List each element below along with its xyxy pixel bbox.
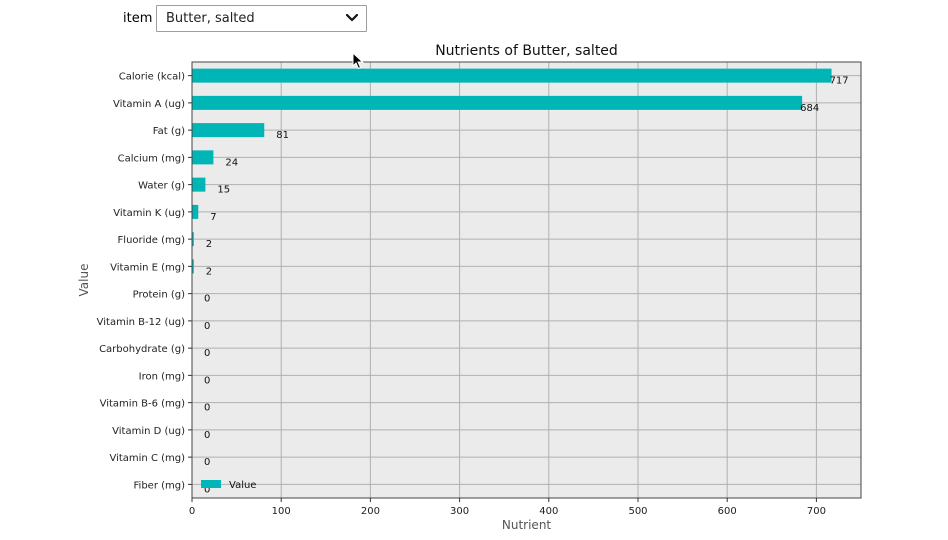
data-label: 0 <box>204 430 210 441</box>
legend-swatch <box>201 480 221 488</box>
y-axis-label: Value <box>77 264 91 297</box>
data-label: 0 <box>204 348 210 359</box>
data-label: 0 <box>204 457 210 468</box>
bar <box>192 177 206 192</box>
item-dropdown[interactable]: Butter, salted <box>156 5 367 32</box>
category-label: Fiber (mg) <box>134 480 186 491</box>
data-label: 0 <box>204 484 210 495</box>
data-label: 7 <box>210 212 216 223</box>
x-tick-label: 100 <box>272 506 291 517</box>
chart-title: Nutrients of Butter, salted <box>435 43 618 59</box>
category-label: Vitamin E (mg) <box>110 262 185 273</box>
bar <box>192 68 832 83</box>
data-label: 684 <box>800 103 819 114</box>
x-tick-label: 300 <box>450 506 469 517</box>
category-label: Vitamin C (mg) <box>109 453 185 464</box>
mouse-pointer-icon <box>352 52 364 70</box>
data-label: 15 <box>217 185 230 196</box>
chevron-down-icon <box>345 13 359 22</box>
x-tick-label: 200 <box>361 506 380 517</box>
item-label: item <box>123 11 153 26</box>
data-label: 0 <box>204 321 210 332</box>
data-label: 0 <box>204 403 210 414</box>
category-label: Carbohydrate (g) <box>99 344 185 355</box>
bar <box>192 123 265 138</box>
category-label: Calcium (mg) <box>118 153 185 164</box>
category-label: Vitamin A (ug) <box>113 99 185 110</box>
category-label: Vitamin B-12 (ug) <box>97 317 185 328</box>
x-tick-label: 600 <box>718 506 737 517</box>
plot-frame <box>191 61 862 499</box>
data-label: 2 <box>206 239 212 250</box>
category-label: Fluoride (mg) <box>118 235 186 246</box>
data-label: 0 <box>204 375 210 386</box>
category-label: Iron (mg) <box>139 371 185 382</box>
x-tick-label: 500 <box>628 506 647 517</box>
bar <box>192 204 199 219</box>
category-label: Protein (g) <box>133 290 185 301</box>
x-tick-label: 400 <box>539 506 558 517</box>
category-label: Vitamin K (ug) <box>113 208 185 219</box>
data-label: 0 <box>204 294 210 305</box>
item-selector-widget: item Butter, salted <box>0 0 948 40</box>
category-label: Water (g) <box>138 181 185 192</box>
data-label: 24 <box>225 157 238 168</box>
data-label: 717 <box>830 76 849 87</box>
bar <box>192 95 803 110</box>
legend-label: Value <box>229 480 256 491</box>
bar <box>192 259 194 274</box>
data-label: 2 <box>206 266 212 277</box>
item-dropdown-value: Butter, salted <box>166 11 255 26</box>
x-tick-label: 700 <box>807 506 826 517</box>
bar <box>192 232 194 247</box>
bar <box>192 150 214 165</box>
category-label: Calorie (kcal) <box>119 72 185 83</box>
category-label: Fat (g) <box>153 126 185 137</box>
x-tick-label: 0 <box>189 506 195 517</box>
category-label: Vitamin D (ug) <box>112 426 185 437</box>
data-label: 81 <box>276 130 289 141</box>
plot-area <box>192 62 861 498</box>
category-label: Vitamin B-6 (mg) <box>100 399 185 410</box>
x-axis-label: Nutrient <box>502 518 552 532</box>
